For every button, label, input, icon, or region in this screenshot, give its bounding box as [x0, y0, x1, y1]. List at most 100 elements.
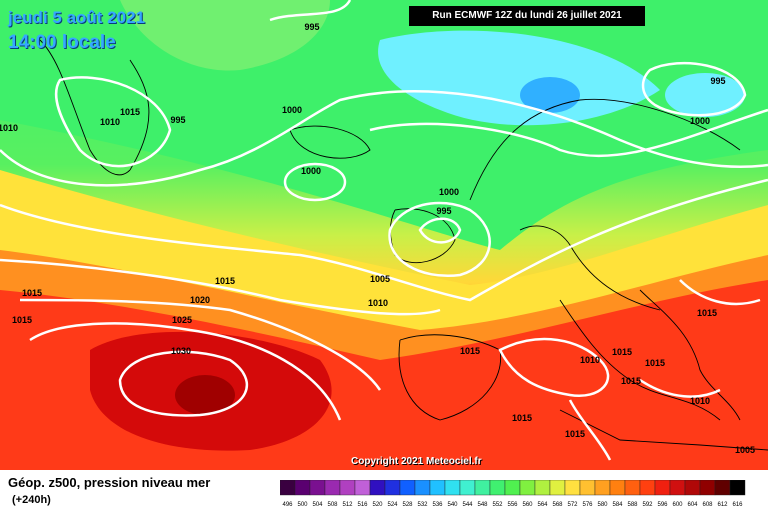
svg-text:1005: 1005: [735, 445, 755, 455]
scale-label: 520: [372, 502, 383, 508]
scale-label: 548: [477, 502, 488, 508]
scale-label: 540: [447, 502, 458, 508]
isobar-label: 1010: [690, 396, 710, 406]
scale-swatch: [399, 480, 416, 496]
svg-text:1010: 1010: [0, 123, 18, 133]
isobar-label: 1015: [120, 107, 140, 117]
scale-label: 508: [327, 502, 338, 508]
color-scale: 496 500 504 508 512 516 520 524 528 532 536 540 544 5…: [280, 480, 746, 508]
scale-swatch: [564, 480, 581, 496]
isobar-label: 1020: [190, 295, 210, 305]
scale-label: 612: [717, 502, 728, 508]
svg-text:1015: 1015: [565, 429, 585, 439]
isobar-label: 1005: [735, 445, 755, 455]
scale-label: 608: [702, 502, 713, 508]
band-cyan-north: [378, 30, 660, 126]
scale-label: 536: [432, 502, 443, 508]
svg-text:1015: 1015: [215, 276, 235, 286]
svg-text:1015: 1015: [621, 376, 641, 386]
scale-label: 556: [507, 502, 518, 508]
scale-swatch: [339, 480, 356, 496]
isobar-label: 1015: [22, 288, 42, 298]
scale-label: 560: [522, 502, 533, 508]
scale-swatch: [294, 480, 311, 496]
scale-swatch: [324, 480, 341, 496]
scale-label: 500: [297, 502, 308, 508]
scale-swatch: [459, 480, 476, 496]
scale-label: 512: [342, 502, 353, 508]
isobar-label: 995: [710, 76, 725, 86]
svg-text:1005: 1005: [370, 274, 390, 284]
svg-text:1000: 1000: [301, 166, 321, 176]
scale-swatch: [280, 480, 296, 496]
isobar-label: 1015: [697, 308, 717, 318]
band-blue-low: [520, 77, 580, 113]
scale-label: 576: [582, 502, 593, 508]
scale-label: 592: [642, 502, 653, 508]
scale-label: 580: [597, 502, 608, 508]
copyright-text: Copyright 2021 Meteociel.fr: [351, 456, 482, 467]
forecast-date: jeudi 5 août 2021: [8, 8, 145, 27]
scale-swatch: [309, 480, 326, 496]
scale-label: 532: [417, 502, 428, 508]
isobar-label: 1000: [282, 105, 302, 115]
svg-text:995: 995: [304, 22, 319, 32]
scale-label: 528: [402, 502, 413, 508]
scale-label: 600: [672, 502, 683, 508]
scale-swatch: [609, 480, 626, 496]
scale-label: 504: [312, 502, 323, 508]
scale-label: 616: [732, 502, 743, 508]
scale-swatch: [474, 480, 491, 496]
scale-label: 572: [567, 502, 578, 508]
coastlines: [39, 39, 768, 451]
lead-time: (+240h): [12, 494, 51, 506]
scale-label: 516: [357, 502, 368, 508]
isobar-label: 1010: [580, 355, 600, 365]
svg-text:1010: 1010: [100, 117, 120, 127]
scale-label: 604: [687, 502, 698, 508]
scale-swatch: [639, 480, 656, 496]
svg-text:1015: 1015: [12, 315, 32, 325]
svg-text:1015: 1015: [120, 107, 140, 117]
svg-text:1010: 1010: [580, 355, 600, 365]
isobar-label: 995: [170, 115, 185, 125]
scale-swatch: [504, 480, 521, 496]
svg-text:1010: 1010: [368, 298, 388, 308]
scale-swatch: [684, 480, 701, 496]
scale-label: 544: [462, 502, 473, 508]
scale-swatch: [714, 480, 731, 496]
isobar-label: 1015: [612, 347, 632, 357]
isobar-label: 1015: [621, 376, 641, 386]
svg-text:1000: 1000: [690, 116, 710, 126]
isobar-label: 1030: [171, 346, 191, 356]
svg-text:1015: 1015: [645, 358, 665, 368]
scale-swatch: [699, 480, 716, 496]
isobar-label: 1000: [690, 116, 710, 126]
svg-text:995: 995: [710, 76, 725, 86]
parameter-title: Géop. z500, pression niveau mer: [8, 475, 211, 490]
svg-text:1000: 1000: [439, 187, 459, 197]
isobar-label: 1015: [12, 315, 32, 325]
scale-swatch: [414, 480, 431, 496]
scale-label: 564: [537, 502, 548, 508]
scale-swatch: [729, 480, 746, 496]
svg-text:1015: 1015: [22, 288, 42, 298]
isobar-label: 995: [436, 206, 451, 216]
scale-swatch: [579, 480, 596, 496]
scale-swatch: [624, 480, 641, 496]
scale-label: 568: [552, 502, 563, 508]
svg-text:1015: 1015: [460, 346, 480, 356]
scale-swatch: [669, 480, 686, 496]
scale-swatch: [384, 480, 401, 496]
scale-label: 596: [657, 502, 668, 508]
svg-text:1020: 1020: [190, 295, 210, 305]
isobar-label: 1000: [439, 187, 459, 197]
svg-text:1010: 1010: [690, 396, 710, 406]
svg-text:1025: 1025: [172, 315, 192, 325]
isobar-label: 1015: [460, 346, 480, 356]
isobar-label: 1025: [172, 315, 192, 325]
isobar-label: 1010: [368, 298, 388, 308]
scale-swatch: [489, 480, 506, 496]
